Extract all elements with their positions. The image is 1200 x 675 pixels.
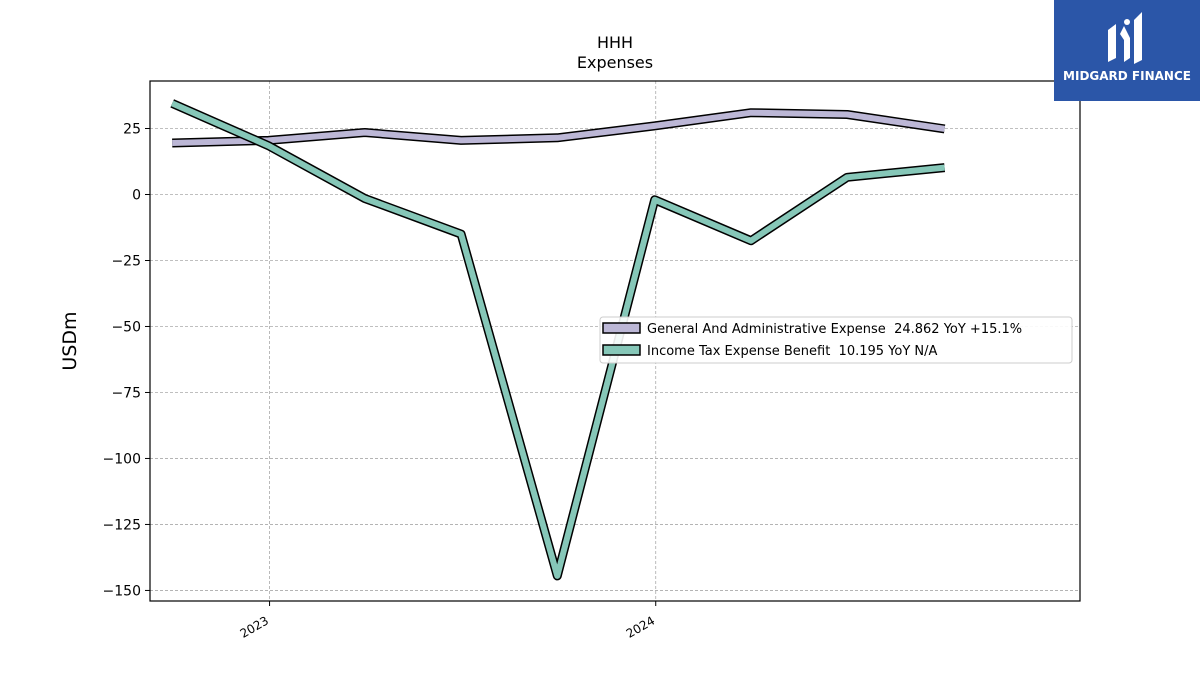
y-tick-label: −125 xyxy=(103,517,141,533)
grid xyxy=(150,81,1080,601)
x-tick-label: 2024 xyxy=(624,613,657,640)
legend-swatch-general-admin xyxy=(602,322,641,334)
logo-text: MIDGARD FINANCE xyxy=(1063,69,1191,83)
series-line xyxy=(170,100,945,579)
y-tick-label: 0 xyxy=(132,188,141,204)
x-tick-label: 2023 xyxy=(238,613,271,640)
y-tick-label: −25 xyxy=(111,253,141,269)
midgard-logo-mark-icon xyxy=(1108,12,1142,64)
legend: General And Administrative Expense 24.86… xyxy=(599,316,1073,364)
series-layer xyxy=(170,99,946,581)
chart-title: HHH xyxy=(597,33,633,52)
legend-swatch-income-tax xyxy=(602,344,641,356)
plot-frame xyxy=(149,80,1081,602)
series-line xyxy=(172,109,946,146)
y-tick-label: −75 xyxy=(111,385,141,401)
y-tick-label: −150 xyxy=(103,583,141,599)
legend-label-general-admin: General And Administrative Expense 24.86… xyxy=(647,322,1022,337)
chart-subtitle: Expenses xyxy=(577,53,653,72)
y-tick-label: −100 xyxy=(103,451,141,467)
legend-label-income-tax: Income Tax Expense Benefit 10.195 YoY N/… xyxy=(647,344,938,359)
midgard-finance-logo: MIDGARD FINANCE xyxy=(1054,0,1200,101)
y-tick-label: −50 xyxy=(111,319,141,335)
y-axis-label: USDm xyxy=(59,311,81,370)
y-tick-label: 25 xyxy=(123,122,141,138)
legend-frame xyxy=(599,316,1073,364)
